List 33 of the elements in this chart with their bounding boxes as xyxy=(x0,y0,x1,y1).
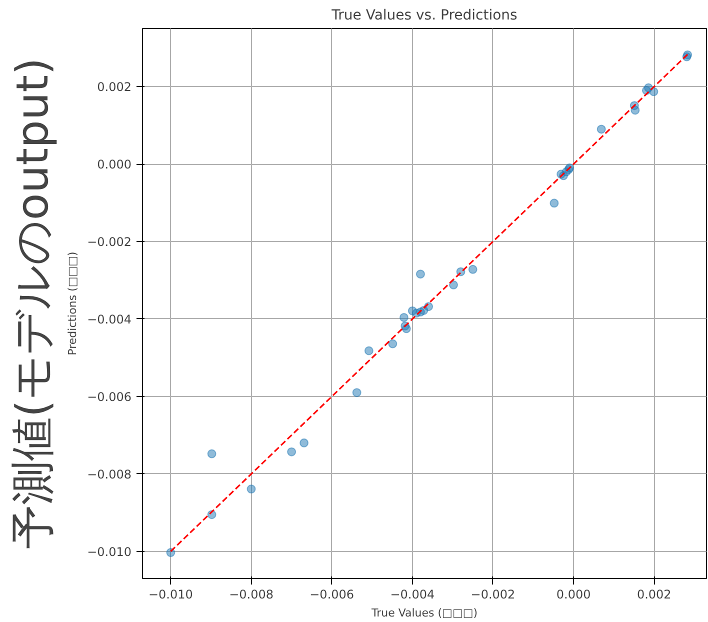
x-tick-label: 0.002 xyxy=(636,588,672,602)
point xyxy=(399,312,408,322)
x-tick-label: 0.000 xyxy=(556,588,591,602)
x-tick-label: −0.010 xyxy=(148,588,193,602)
point xyxy=(550,198,559,208)
point xyxy=(352,388,362,398)
point xyxy=(364,346,374,356)
y-tick-label: 0.002 xyxy=(97,80,132,94)
point xyxy=(246,484,256,494)
point xyxy=(468,264,478,274)
point xyxy=(300,438,309,448)
x-tick-label: −0.002 xyxy=(470,588,516,602)
y-tick-label: −0.010 xyxy=(87,544,132,559)
point xyxy=(388,339,398,348)
x-axis-title: True Values (□□□) xyxy=(370,606,478,620)
point xyxy=(630,106,640,115)
point xyxy=(449,280,458,290)
point xyxy=(166,548,176,558)
point xyxy=(416,270,425,279)
point xyxy=(287,447,296,456)
y-tick-label: −0.004 xyxy=(87,312,132,326)
y-axis-title: Predictions (□□□) xyxy=(66,252,80,356)
y-tick-label: −0.002 xyxy=(87,235,132,250)
y-tick-label: 0.000 xyxy=(97,158,132,172)
text: 予測値(モデルのoutput) xyxy=(8,58,58,550)
y-tick-label: −0.008 xyxy=(87,467,132,482)
x-tick-label: −0.006 xyxy=(310,588,354,602)
chart-title: True Values vs. Predictions xyxy=(330,8,518,24)
x-tick-label: −0.004 xyxy=(390,588,435,602)
point xyxy=(207,449,216,458)
point xyxy=(596,124,606,134)
y-tick-label: −0.006 xyxy=(87,390,132,404)
x-tick-label: −0.008 xyxy=(229,588,274,602)
